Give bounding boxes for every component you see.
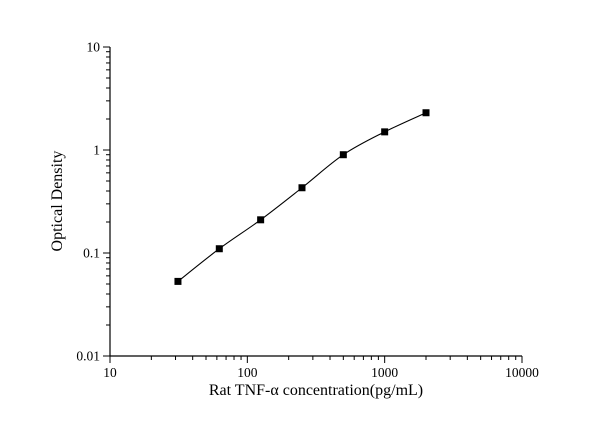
data-point [339,151,347,159]
fit-curve [177,112,427,282]
data-point [298,184,306,192]
y-tick-label: 0.1 [83,246,100,261]
y-tick-label: 0.01 [76,349,100,364]
x-tick-label: 100 [237,365,258,380]
y-axis-label: Optical Density [49,151,66,252]
x-tick-label: 10 [103,365,117,380]
x-axis-label: Rat TNF-α concentration(pg/mL) [209,382,423,399]
data-point [215,245,223,253]
data-point [174,277,182,285]
y-tick-label: 10 [87,40,101,55]
data-point [381,128,389,136]
x-tick-label: 1000 [371,365,398,380]
plot-area: 10 100 1000 10000 0.01 0.1 1 10 [76,40,539,381]
y-tick-label: 1 [93,143,100,158]
x-tick-label: 10000 [505,365,539,380]
data-point [422,109,430,117]
data-point [257,216,265,224]
